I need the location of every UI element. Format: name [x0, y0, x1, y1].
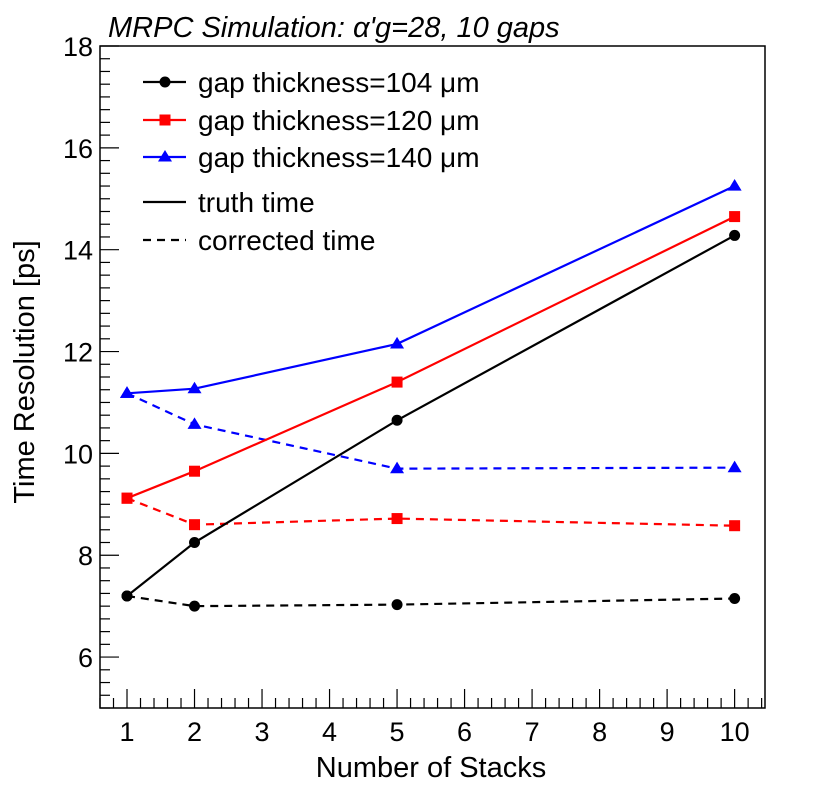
series-solid-square [121, 211, 741, 504]
x-tick-label: 8 [592, 717, 607, 747]
data-point [727, 179, 742, 191]
data-point [727, 460, 742, 473]
series-line [126, 594, 735, 608]
x-tick-label: 10 [720, 717, 750, 747]
data-point [390, 461, 405, 474]
x-tick-label: 3 [255, 717, 270, 747]
legend-marker [159, 114, 171, 126]
y-axis-title: Time Resolution [ps] [9, 240, 41, 503]
x-tick-label: 5 [390, 717, 405, 747]
data-point [729, 211, 741, 223]
x-tick-label: 2 [187, 717, 202, 747]
legend-marker [158, 150, 172, 162]
y-tick-label: 10 [63, 439, 93, 469]
y-tick-label: 18 [63, 32, 93, 62]
y-tick-label: 16 [63, 134, 93, 164]
data-point [729, 229, 741, 241]
data-point [189, 465, 201, 477]
x-tick-label: 6 [457, 717, 472, 747]
x-axis: 1 2 3 4 5 6 7 8 9 10 [99, 689, 763, 747]
data-point [391, 414, 403, 426]
legend-marker [159, 76, 171, 88]
x-tick-label: 4 [322, 717, 337, 747]
y-axis: 6 8 10 12 14 16 18 [63, 32, 119, 709]
data-point [390, 336, 405, 349]
data-point [120, 386, 135, 398]
series-dashed-triangle [120, 386, 742, 474]
data-point [391, 599, 403, 611]
data-point [121, 590, 133, 602]
data-point [391, 513, 403, 525]
y-tick-label: 8 [78, 541, 93, 571]
chart-title: MRPC Simulation: α'g=28, 10 gaps [108, 12, 560, 44]
x-axis-title: Number of Stacks [316, 752, 546, 784]
series-line [126, 234, 736, 597]
data-point [187, 417, 202, 429]
data-point [189, 519, 201, 531]
legend: gap thickness=104 μm gap thickness=120 μm… [143, 67, 480, 256]
series-line [126, 497, 735, 527]
data-point [391, 376, 403, 388]
data-point [189, 600, 201, 612]
series-solid-circle [121, 229, 741, 602]
series-line [126, 185, 736, 395]
legend-label: gap thickness=104 μm [198, 67, 480, 98]
legend-label: gap thickness=140 μm [198, 142, 480, 173]
data-point [729, 593, 741, 605]
y-tick-label: 12 [63, 338, 93, 368]
data-point [729, 520, 741, 532]
x-tick-label: 7 [525, 717, 540, 747]
series-line [126, 392, 735, 470]
series-dashed-circle [121, 590, 741, 612]
legend-label: gap thickness=120 μm [198, 105, 480, 136]
data-point [121, 492, 133, 504]
data-point [187, 381, 202, 394]
x-tick-label: 1 [119, 717, 134, 747]
x-tick-label: 9 [660, 717, 675, 747]
legend-label: truth time [198, 187, 315, 218]
series-dashed-square [121, 492, 741, 532]
series-layer [120, 179, 742, 612]
series-line [126, 215, 736, 500]
series-solid-triangle [120, 179, 742, 398]
y-tick-label: 6 [78, 643, 93, 673]
data-point [189, 537, 201, 548]
legend-label: corrected time [198, 225, 375, 256]
y-tick-label: 14 [63, 236, 93, 266]
